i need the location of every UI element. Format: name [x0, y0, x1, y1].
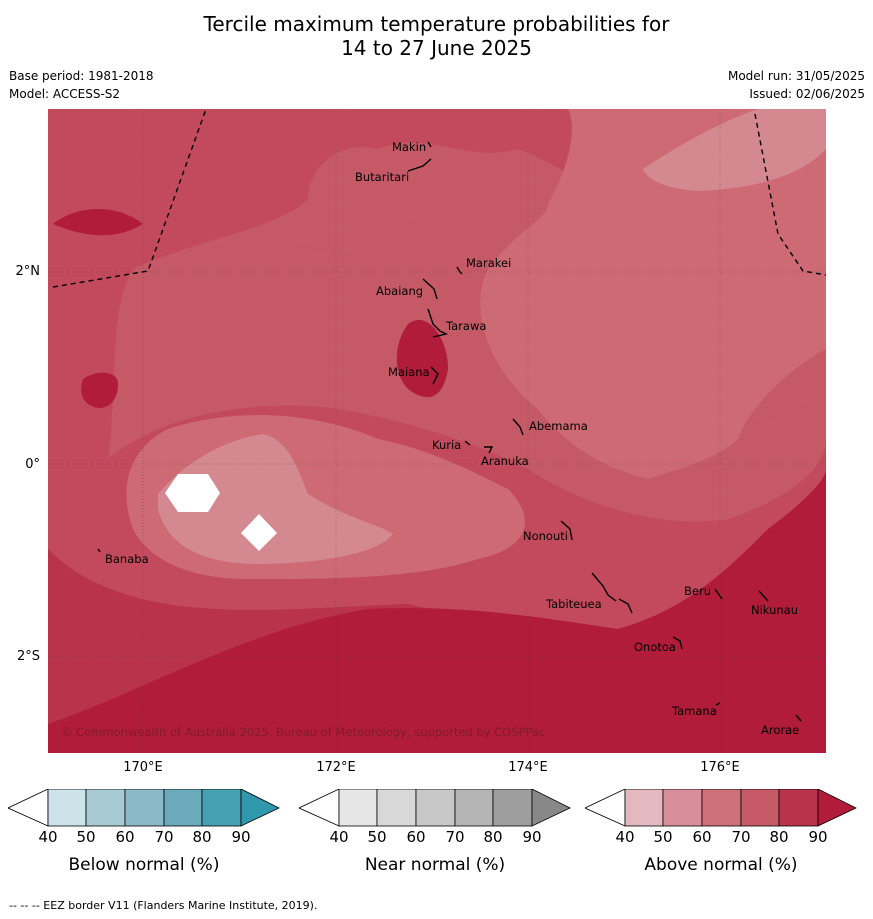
model-name: Model: ACCESS-S2	[9, 87, 121, 101]
tick-above-60: 60	[692, 828, 712, 846]
island-label-aranuka: Aranuka	[481, 454, 529, 468]
island-label-banaba: Banaba	[105, 552, 149, 566]
lon-label-172e: 172°E	[316, 760, 356, 775]
colorbar-below	[8, 789, 280, 827]
island-label-makin: Makin	[392, 140, 426, 154]
island-label-onotoa: Onotoa	[634, 640, 676, 654]
colorbar-above-60-70	[701, 789, 742, 827]
colorbar-above-low-arrow	[585, 789, 626, 827]
tick-near-40: 40	[329, 828, 349, 846]
tick-below-90: 90	[231, 828, 251, 846]
above-40-50-west	[158, 434, 393, 564]
title-line-1: Tercile maximum temperature probabilitie…	[203, 12, 670, 36]
lat-label-0: 0°	[25, 457, 40, 472]
colorbar-near	[299, 789, 571, 827]
probability-map: Makin Butaritari Marakei Abaiang Tarawa …	[48, 109, 826, 753]
colorbar-below-80-90	[201, 789, 242, 827]
colorbar-near-50-60	[376, 789, 417, 827]
tick-above-80: 80	[769, 828, 789, 846]
meta-left: Base period: 1981-2018 Model: ACCESS-S2	[9, 67, 154, 103]
lat-label-2s: 2°S	[16, 649, 40, 664]
tick-above-70: 70	[731, 828, 751, 846]
map-title: Tercile maximum temperature probabilitie…	[0, 12, 873, 60]
colorbar-above-50-60	[662, 789, 703, 827]
tick-below-60: 60	[115, 828, 135, 846]
colorbar-below-70-80	[163, 789, 203, 827]
colorbar-above-high-arrow	[817, 789, 857, 827]
colorbar-near-70-80	[454, 789, 494, 827]
white-spot-2	[241, 514, 277, 551]
colorbar-below-high-arrow	[240, 789, 280, 827]
island-label-butaritari: Butaritari	[355, 170, 409, 184]
island-label-maiana: Maiana	[388, 365, 430, 379]
colorbar-above-70-80	[740, 789, 780, 827]
base-period: Base period: 1981-2018	[9, 69, 154, 83]
colorbar-near-60-70	[415, 789, 456, 827]
above-60-70-south	[108, 222, 826, 522]
eez-footnote: -- -- -- EEZ border V11 (Flanders Marine…	[9, 899, 318, 912]
colorbar-near-low-arrow	[299, 789, 340, 827]
model-run: Model run: 31/05/2025	[727, 69, 865, 83]
island-label-tabiteuea: Tabiteuea	[545, 597, 602, 611]
tick-above-90: 90	[808, 828, 828, 846]
colorbar-below-60-70	[124, 789, 165, 827]
island-label-marakei: Marakei	[466, 256, 511, 270]
issued-date: Issued: 02/06/2025	[749, 87, 865, 101]
above-80-90-north-west	[53, 209, 143, 236]
tick-near-90: 90	[522, 828, 542, 846]
tick-above-40: 40	[615, 828, 635, 846]
meta-right: Model run: 31/05/2025 Issued: 02/06/2025	[728, 67, 865, 103]
lon-label-176e: 176°E	[700, 760, 740, 775]
title-line-2: 14 to 27 June 2025	[341, 36, 532, 60]
above-80-90-maiana	[396, 320, 448, 398]
tick-below-80: 80	[192, 828, 212, 846]
tick-above-50: 50	[653, 828, 673, 846]
tick-near-50: 50	[367, 828, 387, 846]
colorbar-near-high-arrow	[531, 789, 571, 827]
eez-border	[52, 109, 826, 288]
island-label-beru: Beru	[684, 584, 711, 598]
colorbar-below-50-60	[85, 789, 126, 827]
colorbar-below-low-arrow	[8, 789, 49, 827]
tick-near-80: 80	[483, 828, 503, 846]
island-label-tarawa: Tarawa	[445, 319, 486, 333]
grid-lines	[48, 109, 826, 753]
colorbar-above-40-50	[624, 789, 664, 827]
lon-label-170e: 170°E	[123, 760, 163, 775]
colorbar-below-label: Below normal (%)	[68, 855, 220, 875]
white-spot-1	[165, 474, 220, 512]
above-50-60-region	[480, 109, 826, 479]
island-label-abaiang: Abaiang	[376, 284, 423, 298]
tick-below-40: 40	[38, 828, 58, 846]
colorbar-above	[585, 789, 857, 827]
island-label-nonouti: Nonouti	[523, 529, 568, 543]
lat-label-2n: 2°N	[15, 264, 41, 279]
colorbar-above-label: Above normal (%)	[644, 855, 798, 875]
colorbar-above-80-90	[778, 789, 819, 827]
colorbar-below-40-50	[47, 789, 87, 827]
island-label-kuria: Kuria	[432, 438, 461, 452]
colorbar-near-80-90	[492, 789, 533, 827]
tick-near-60: 60	[406, 828, 426, 846]
island-label-abemama: Abemama	[529, 419, 588, 433]
above-80-90-southeast	[48, 469, 826, 753]
copyright-text: © Commonwealth of Australia 2025, Bureau…	[61, 725, 545, 739]
island-label-tamana: Tamana	[671, 704, 717, 718]
above-80-90-small	[81, 372, 118, 408]
island-labels: Makin Butaritari Marakei Abaiang Tarawa …	[105, 140, 799, 737]
above-40-50-northeast	[643, 109, 826, 191]
island-label-arorae: Arorae	[761, 723, 799, 737]
tick-near-70: 70	[445, 828, 465, 846]
island-label-nikunau: Nikunau	[751, 603, 798, 617]
tick-below-50: 50	[76, 828, 96, 846]
colorbar-near-label: Near normal (%)	[364, 855, 506, 875]
tick-below-70: 70	[154, 828, 174, 846]
island-shapes	[97, 141, 802, 722]
colorbar-near-40-50	[338, 789, 378, 827]
lon-label-174e: 174°E	[508, 760, 548, 775]
